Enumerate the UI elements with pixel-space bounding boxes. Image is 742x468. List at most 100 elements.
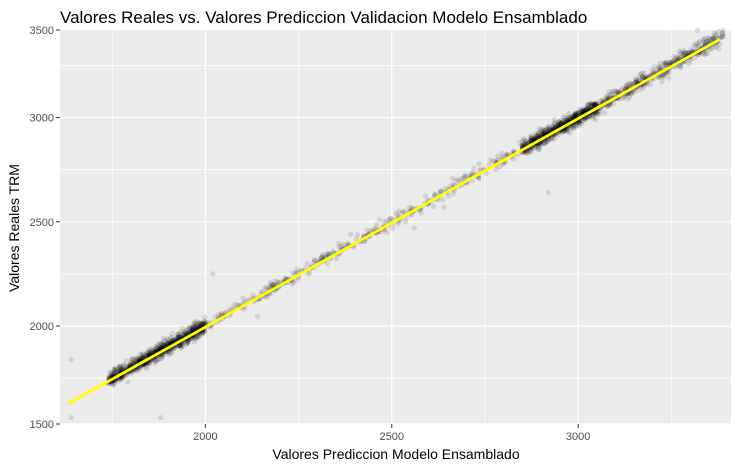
data-point	[186, 324, 193, 331]
data-point	[564, 127, 571, 133]
data-point	[161, 342, 167, 348]
data-point	[117, 368, 123, 374]
data-point	[694, 27, 701, 33]
data-point	[155, 341, 161, 348]
data-point	[153, 358, 159, 364]
data-point	[294, 278, 300, 284]
data-point	[495, 153, 501, 160]
data-point	[187, 328, 193, 335]
data-point	[710, 35, 716, 42]
data-point	[121, 374, 127, 380]
data-point	[575, 120, 581, 127]
data-point	[151, 347, 158, 353]
data-point	[552, 123, 558, 130]
data-point	[432, 191, 438, 197]
data-point	[112, 368, 118, 374]
data-point	[143, 366, 150, 372]
data-point	[201, 320, 208, 326]
y-axis-ticks: 1500 2000 2500 3000 3500	[30, 25, 60, 431]
data-point	[593, 117, 599, 123]
data-point	[539, 126, 545, 133]
data-point	[196, 333, 202, 339]
data-point	[489, 158, 496, 164]
data-point	[190, 323, 196, 330]
data-point	[430, 203, 436, 209]
data-point	[169, 346, 175, 353]
data-point	[564, 116, 570, 122]
data-point	[140, 351, 146, 357]
data-point	[180, 331, 187, 338]
data-point	[212, 314, 218, 320]
data-point	[109, 372, 115, 378]
data-point	[170, 337, 176, 343]
data-point	[563, 127, 570, 133]
data-point	[202, 319, 208, 326]
data-point	[117, 367, 123, 373]
data-point	[191, 323, 198, 330]
data-point	[128, 360, 134, 366]
data-point	[183, 341, 189, 347]
data-point	[659, 79, 665, 85]
y-tick-label: 2500	[30, 217, 54, 229]
data-point	[160, 338, 167, 344]
data-point	[585, 106, 591, 112]
data-point	[454, 179, 461, 185]
data-point	[200, 321, 206, 327]
data-point	[183, 341, 190, 347]
data-point	[154, 345, 160, 351]
data-point	[533, 133, 540, 139]
data-point	[111, 366, 117, 372]
data-point	[270, 281, 277, 287]
data-point	[199, 330, 206, 336]
data-point	[146, 360, 153, 366]
data-point	[189, 327, 196, 333]
data-point	[324, 260, 330, 266]
data-point	[144, 361, 150, 367]
data-point	[143, 352, 149, 359]
data-point	[333, 256, 340, 262]
data-point	[250, 292, 256, 298]
data-point	[540, 131, 547, 137]
data-point	[187, 324, 194, 331]
data-point	[647, 82, 654, 88]
data-point	[140, 354, 146, 360]
data-point	[614, 89, 620, 95]
data-point	[176, 333, 182, 340]
data-point	[153, 344, 159, 351]
data-point	[200, 329, 206, 336]
data-point	[240, 295, 246, 301]
data-point	[601, 110, 608, 116]
data-point	[110, 382, 117, 388]
data-point	[563, 128, 569, 134]
data-point	[266, 284, 272, 290]
data-point	[692, 43, 699, 50]
data-point	[711, 30, 718, 36]
data-point	[194, 322, 200, 328]
data-point	[140, 355, 146, 361]
data-point	[186, 326, 192, 332]
data-point	[215, 312, 222, 318]
x-tick-label: 2500	[380, 431, 404, 443]
data-point	[439, 197, 446, 203]
data-point	[200, 321, 206, 327]
data-point	[114, 368, 121, 374]
data-point	[174, 331, 180, 338]
data-point	[133, 355, 140, 361]
data-point	[185, 339, 191, 345]
data-point	[119, 366, 125, 372]
data-point	[68, 356, 74, 363]
data-point	[165, 351, 171, 358]
data-point	[166, 338, 173, 344]
data-point	[578, 121, 585, 127]
data-point	[536, 126, 542, 132]
data-point	[191, 339, 198, 345]
data-point	[133, 368, 140, 374]
data-point	[381, 219, 387, 225]
data-point	[453, 177, 460, 183]
data-point	[556, 119, 562, 125]
data-point	[304, 261, 311, 267]
data-point	[555, 122, 561, 128]
data-point	[540, 130, 547, 137]
data-point	[135, 356, 141, 362]
data-point	[471, 165, 477, 172]
